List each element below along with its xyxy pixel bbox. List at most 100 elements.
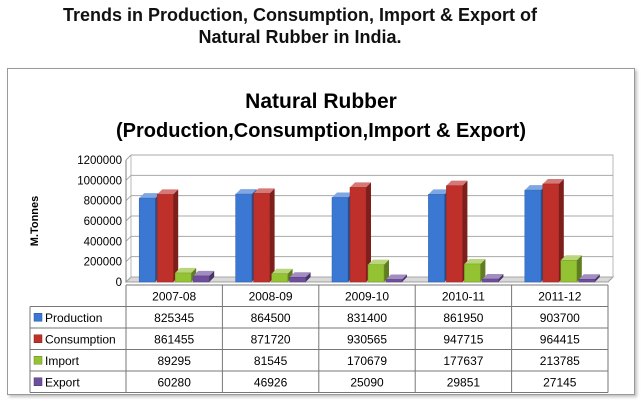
bar-export (192, 275, 210, 283)
bar-top (560, 255, 582, 261)
bar-production (331, 197, 349, 283)
category-label: 2007-08 (152, 289, 196, 303)
bar-side (480, 258, 486, 282)
legend-label: Import (45, 354, 80, 368)
table-cell-value: 25090 (350, 375, 384, 389)
table-cell-value: 861950 (443, 311, 483, 325)
table-cell-value: 46926 (254, 375, 288, 389)
gridline-side (125, 215, 132, 222)
table-cell-value: 947715 (443, 332, 483, 346)
table-cell-value: 170679 (347, 354, 387, 368)
legend-label: Export (45, 375, 80, 389)
bar-import (271, 273, 288, 283)
legend-swatch-export (33, 377, 43, 386)
bar-side (366, 182, 371, 282)
bar-export (578, 278, 596, 283)
bar-production (428, 194, 445, 283)
bar-consumption (349, 187, 367, 283)
y-tick-label: 800000 (84, 196, 122, 208)
legend-swatch-consumption (33, 334, 43, 343)
bar-production (138, 197, 156, 283)
table-cell-value: 81545 (254, 354, 288, 368)
page-title-line-2: Natural Rubber in India. (198, 27, 402, 47)
bar-top (157, 189, 179, 195)
y-tick-label: 200000 (84, 257, 122, 269)
bar-side (173, 189, 179, 282)
bar-consumption (156, 194, 174, 283)
bar-production (524, 189, 542, 283)
page-title: Trends in Production, Consumption, Impor… (0, 4, 600, 48)
table-cell-value: 60280 (158, 375, 192, 389)
bar-top (350, 182, 371, 188)
bar-side (305, 272, 311, 282)
legend-label: Consumption (45, 332, 116, 346)
legend-swatch-production (33, 313, 43, 322)
bar-side (209, 270, 215, 282)
category-label: 2009-10 (345, 289, 389, 303)
bar-side (191, 267, 197, 282)
legend-label: Production (45, 311, 102, 325)
bar-import (367, 264, 385, 283)
table-cell-value: 864500 (251, 311, 291, 325)
chart-subtitle: (Production,Consumption,Import & Export) (116, 120, 526, 142)
bar-top (482, 273, 504, 279)
bar-production (235, 193, 252, 283)
bar-side (576, 255, 582, 282)
y-tick-label: 0 (116, 277, 122, 289)
bar-side (462, 180, 468, 282)
bar-side (287, 268, 293, 282)
table-cell-value: 903700 (540, 311, 580, 325)
bar-export (289, 276, 306, 283)
bar-top (332, 192, 353, 198)
bar-top (193, 270, 215, 276)
natural-rubber-chart: Natural Rubber (Production,Consumption,Im… (29, 90, 615, 393)
gridline-side (125, 174, 132, 181)
bar-side (558, 178, 564, 282)
y-axis-label: M.Tonnes (29, 196, 41, 247)
y-tick-label: 400000 (84, 236, 122, 248)
bar-import (560, 260, 578, 283)
legend-swatch-import (33, 356, 43, 365)
bar-top (175, 267, 197, 273)
bar-consumption (253, 193, 270, 283)
bar-top (253, 188, 275, 194)
table-cell-value: 177637 (443, 354, 483, 368)
table-cell-value: 831400 (347, 311, 387, 325)
category-label: 2011-12 (538, 289, 581, 303)
bar-top (271, 268, 293, 274)
gridline-side (125, 276, 132, 283)
y-tick-label: 1200000 (77, 155, 122, 167)
chart-frame: Natural Rubber (Production,Consumption,Im… (7, 68, 635, 395)
bar-top (446, 180, 468, 186)
table-cell-value: 871720 (251, 332, 291, 346)
bar-top (428, 189, 450, 195)
table-cell-value: 29851 (447, 375, 481, 389)
y-tick-label: 600000 (84, 216, 122, 228)
table-cell-value: 27145 (543, 375, 577, 389)
table-cell-value: 89295 (158, 354, 192, 368)
bar-import (464, 263, 481, 283)
bar-side (594, 274, 600, 282)
table-cell-value: 964415 (540, 332, 580, 346)
gridline-side (125, 154, 132, 161)
bar-side (384, 259, 389, 282)
gridline-side (125, 195, 132, 202)
category-label: 2008-09 (249, 289, 293, 303)
bar-top (386, 274, 407, 280)
gridline-side (125, 256, 132, 263)
bar-top (578, 274, 600, 280)
bar-consumption (542, 183, 560, 283)
bar-top (289, 272, 311, 278)
bar-top (542, 178, 564, 184)
bar-side (498, 273, 504, 282)
page-title-line-1: Trends in Production, Consumption, Impor… (63, 5, 537, 25)
bar-consumption (446, 185, 463, 283)
bar-top (524, 185, 546, 191)
category-label: 2010-11 (442, 289, 485, 303)
gridline-side (125, 235, 132, 242)
bar-top (139, 193, 161, 199)
table-cell-value: 213785 (540, 354, 580, 368)
bar-top (235, 189, 257, 195)
bar-import (174, 272, 192, 283)
table-cell-value: 825345 (154, 311, 194, 325)
